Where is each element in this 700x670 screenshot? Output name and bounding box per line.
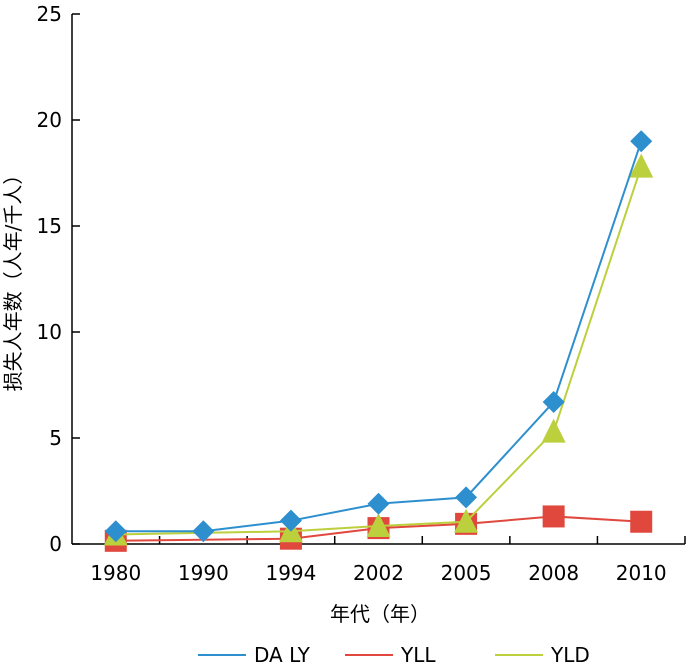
series-line-yld xyxy=(115,166,643,536)
y-tick-label: 10 xyxy=(37,320,62,344)
data-point-daly xyxy=(279,509,302,532)
y-tick-label: 15 xyxy=(37,214,62,238)
data-point-daly xyxy=(367,492,390,515)
series-layer xyxy=(103,130,654,552)
x-tick-label: 1980 xyxy=(90,561,141,585)
x-tick-label: 2010 xyxy=(616,561,667,585)
x-tick-label: 1994 xyxy=(265,561,316,585)
data-point-daly xyxy=(455,486,478,509)
x-axis-label: 年代（年） xyxy=(330,602,430,626)
y-tick-label: 25 xyxy=(37,2,62,26)
x-tick-label: 1990 xyxy=(178,561,229,585)
series-line-daly xyxy=(115,140,643,533)
y-tick-label: 0 xyxy=(49,532,62,556)
legend-label-daly: DA LY xyxy=(254,643,311,667)
data-point-yld xyxy=(629,153,654,178)
data-point-yld xyxy=(454,508,479,533)
data-point-daly xyxy=(542,390,565,413)
data-point-daly xyxy=(104,520,127,543)
x-tick-label: 2008 xyxy=(528,561,579,585)
y-tick-label: 5 xyxy=(49,426,62,450)
y-tick-label: 20 xyxy=(37,108,62,132)
data-point-daly xyxy=(192,520,215,543)
legend-label-yll: YLL xyxy=(400,643,436,667)
data-point-yll xyxy=(630,510,653,533)
axes: 0 5 10 15 20 25 1980 1990 1994 2002 2005 2008 2010 xyxy=(37,2,686,585)
data-point-daly xyxy=(630,130,653,153)
series-line-yll xyxy=(115,515,642,542)
data-point-yll xyxy=(542,505,565,528)
data-point-yld xyxy=(366,512,391,537)
legend: DA LY YLL YLD xyxy=(198,643,590,667)
x-tick-label: 2002 xyxy=(353,561,404,585)
data-point-yld xyxy=(541,418,566,443)
legend-label-yld: YLD xyxy=(550,643,590,667)
y-axis-label: 损失人年数（人年/千人） xyxy=(1,165,25,392)
x-tick-label: 2005 xyxy=(441,561,492,585)
